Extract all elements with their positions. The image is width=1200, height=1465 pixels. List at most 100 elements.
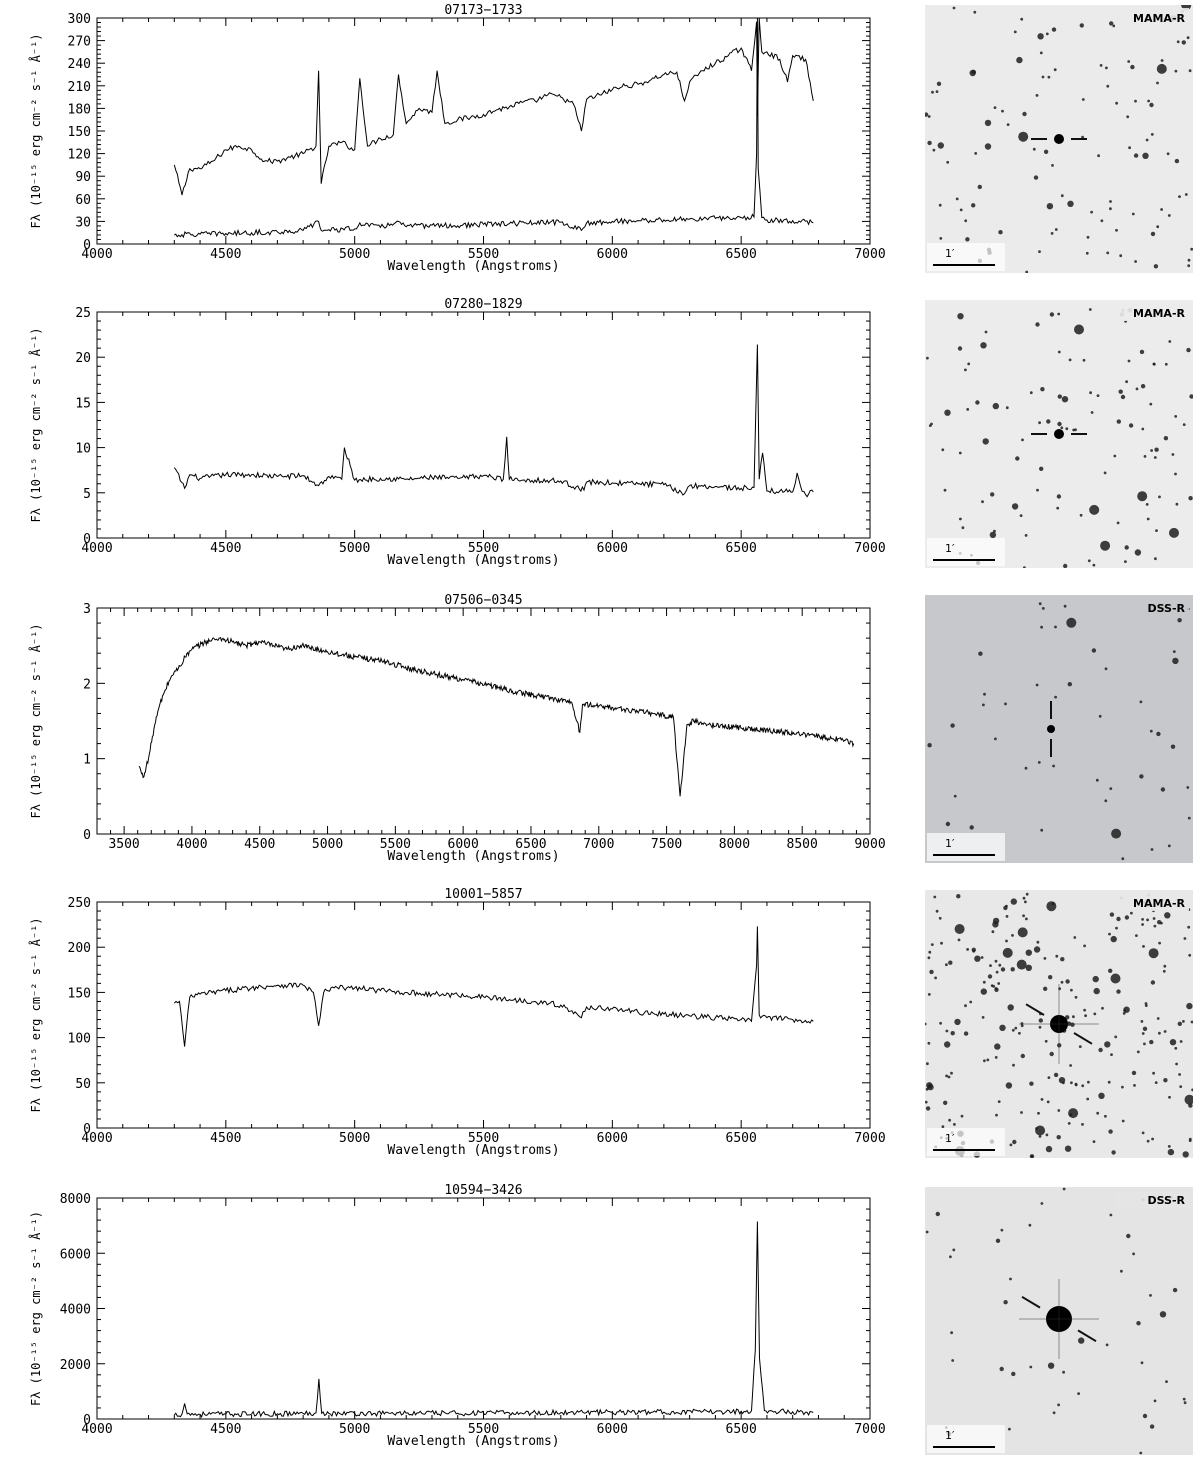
x-tick-label: 4500	[244, 837, 275, 852]
field-star	[1068, 1108, 1079, 1119]
field-star	[965, 237, 970, 242]
field-star	[1142, 945, 1145, 948]
field-star	[957, 346, 963, 351]
field-star	[949, 1255, 952, 1259]
field-star	[1046, 1100, 1050, 1104]
finder-svg: DSS-R 1′	[925, 1187, 1193, 1455]
field-star	[1055, 954, 1059, 958]
field-star	[1043, 957, 1047, 960]
field-star	[1099, 64, 1103, 67]
field-star	[1188, 69, 1192, 73]
field-star	[1089, 504, 1100, 515]
field-star	[950, 1331, 953, 1335]
field-star	[1001, 109, 1004, 113]
field-star	[1164, 912, 1171, 919]
field-star	[1036, 940, 1040, 944]
field-star	[1040, 387, 1045, 392]
x-tick-label: 5000	[312, 837, 343, 852]
field-star	[1126, 115, 1130, 119]
field-star	[1155, 529, 1158, 532]
field-star	[1150, 449, 1153, 452]
field-star	[1189, 394, 1193, 399]
survey-label-bg	[1115, 893, 1189, 911]
field-star	[1133, 1084, 1136, 1087]
field-star	[998, 963, 1002, 967]
survey-label: DSS-R	[1147, 1194, 1185, 1207]
field-star	[1130, 64, 1135, 70]
field-star	[992, 402, 999, 410]
field-star	[1160, 59, 1164, 62]
field-star	[1056, 506, 1060, 510]
field-star	[1037, 761, 1041, 764]
field-star	[1040, 625, 1043, 629]
field-star	[1022, 111, 1027, 117]
field-star	[1148, 948, 1159, 959]
field-star	[1152, 917, 1156, 920]
field-star	[1166, 152, 1170, 156]
field-star	[1167, 1145, 1171, 1148]
field-star	[925, 1230, 929, 1234]
field-star	[925, 112, 929, 117]
finder-chart-07280: MAMA-R 1′	[925, 300, 1193, 568]
field-star	[983, 692, 986, 696]
field-star	[1156, 1017, 1160, 1020]
field-star	[993, 106, 997, 109]
field-star	[1191, 1088, 1193, 1092]
field-star	[1069, 1064, 1072, 1067]
field-star	[927, 115, 931, 118]
x-tick-label: 5500	[468, 541, 499, 556]
field-star	[1022, 914, 1025, 918]
x-axis-label: Wavelength (Angstroms)	[387, 553, 559, 568]
field-star	[1025, 892, 1029, 896]
field-star	[1052, 1411, 1056, 1415]
field-star	[1186, 36, 1190, 40]
y-tick-label: 0	[83, 532, 91, 547]
field-star	[994, 1056, 998, 1059]
field-star	[1086, 235, 1090, 239]
field-star	[1060, 426, 1064, 430]
field-star	[1109, 207, 1112, 211]
field-star	[1126, 1233, 1131, 1239]
spectrum-chart-10001: 10001−5857 4000 4500 5000 5500 6000 6500 7000 0 5…	[0, 884, 900, 1174]
field-star	[939, 1021, 942, 1025]
field-star	[1184, 1094, 1193, 1105]
field-star	[1184, 193, 1188, 196]
field-star	[1116, 989, 1121, 994]
field-star	[966, 408, 970, 411]
field-star	[1134, 99, 1137, 103]
x-tick-label: 4000	[176, 837, 207, 852]
field-star	[1092, 563, 1096, 567]
field-star	[1043, 986, 1048, 991]
y-tick-label: 180	[68, 102, 91, 117]
field-star	[1124, 545, 1129, 550]
field-star	[1038, 1018, 1043, 1023]
target-star	[1054, 134, 1064, 144]
field-star	[1104, 667, 1108, 671]
scale-label: 1′	[945, 247, 955, 260]
field-star	[1108, 968, 1113, 973]
survey-label-bg	[1115, 598, 1189, 616]
finder-svg: MAMA-R 1′	[925, 300, 1193, 568]
field-star	[1039, 51, 1043, 55]
field-star	[1063, 604, 1067, 608]
field-star	[1109, 21, 1114, 26]
field-star	[1163, 964, 1167, 968]
field-star	[943, 488, 947, 492]
field-star	[1040, 1098, 1044, 1101]
y-tick-label: 270	[68, 35, 91, 50]
field-star	[995, 1238, 1001, 1243]
x-axis-label: Wavelength (Angstroms)	[387, 259, 559, 274]
field-star	[1187, 264, 1191, 268]
field-star	[1019, 514, 1023, 517]
field-star	[1116, 916, 1121, 922]
field-star	[927, 1083, 934, 1091]
y-tick-label: 250	[68, 896, 91, 911]
field-star	[1011, 1028, 1015, 1032]
plot-frame	[96, 607, 871, 835]
spectrum-svg: 07506−0345 3500 4000 4500 5000 5500 6000 6500 70…	[28, 593, 886, 864]
field-star	[1062, 1370, 1065, 1374]
field-star	[1011, 1371, 1016, 1377]
field-star	[1088, 308, 1092, 311]
field-star	[1153, 1399, 1157, 1403]
field-star	[947, 1075, 951, 1079]
